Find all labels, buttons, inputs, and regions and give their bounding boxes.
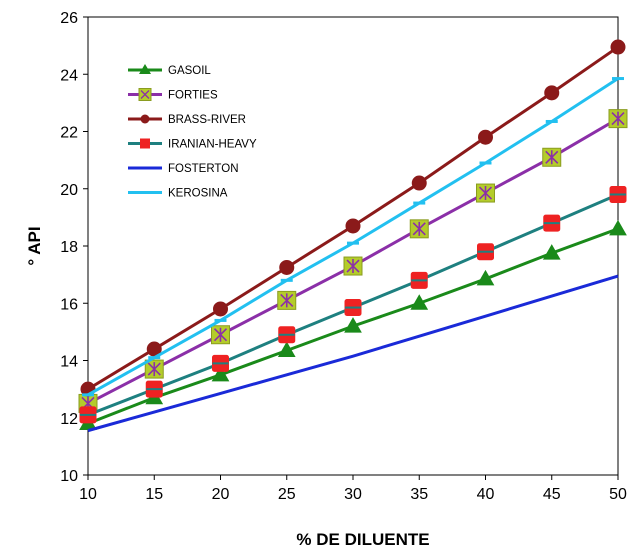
data-point-star	[611, 111, 625, 126]
legend-entry: BRASS-RIVER	[128, 114, 246, 126]
data-point	[411, 175, 427, 191]
x-tick-label: 15	[145, 486, 163, 503]
data-point-star	[280, 293, 294, 308]
legend-marker	[140, 114, 150, 124]
data-point-star	[545, 150, 559, 165]
x-tick-label: 35	[410, 486, 428, 503]
y-tick-label: 14	[60, 354, 78, 371]
legend-entry: FORTIES	[128, 88, 218, 102]
data-point-star	[346, 259, 360, 274]
series-kerosina	[82, 77, 624, 397]
y-tick-label: 10	[60, 468, 78, 485]
legend-marker-star	[140, 90, 150, 99]
series-fosterton	[87, 274, 619, 433]
data-point	[609, 219, 627, 236]
series-forties	[78, 109, 628, 413]
legend-label: KEROSINA	[168, 188, 228, 200]
data-point	[279, 259, 295, 275]
data-point	[544, 85, 560, 101]
data-point	[213, 301, 228, 317]
legend-entry: KEROSINA	[128, 188, 228, 200]
data-point	[277, 341, 296, 357]
legend-marker	[140, 138, 150, 149]
y-tick-label: 12	[60, 411, 78, 428]
x-axis-title: % DE DILUENTE	[296, 530, 429, 549]
legend-label: IRANIAN-HEAVY	[168, 139, 257, 151]
legend-label: BRASS-RIVER	[168, 114, 246, 126]
y-tick-label: 18	[60, 239, 78, 256]
legend-entry: GASOIL	[128, 64, 211, 77]
series-brass-river	[80, 39, 626, 397]
x-tick-label: 20	[212, 486, 230, 503]
legend: GASOIL FORTIES BRASS-RIVER IRANIAN-HEAVY FOS…	[128, 64, 257, 200]
legend-entry: IRANIAN-HEAVY	[128, 138, 257, 151]
data-point	[542, 244, 561, 260]
legend-label: GASOIL	[168, 65, 211, 77]
x-tick-label: 30	[344, 486, 362, 503]
legend-label: FOSTERTON	[168, 163, 239, 175]
data-point	[410, 294, 429, 310]
data-point	[211, 365, 230, 382]
series-line	[87, 274, 619, 433]
y-axis-title: ° API	[25, 226, 44, 265]
series-gasoil	[79, 219, 627, 430]
data-point	[345, 218, 361, 234]
y-tick-label: 16	[60, 296, 78, 313]
plot-frame	[87, 16, 619, 476]
data-point-star	[412, 221, 426, 236]
y-tick-label: 22	[60, 125, 78, 142]
data-point-star	[147, 362, 161, 377]
legend-entry: FOSTERTON	[128, 163, 239, 175]
data-point	[610, 39, 626, 55]
series-layer	[78, 39, 628, 433]
data-point-star	[213, 327, 228, 342]
legend-label: FORTIES	[168, 90, 218, 102]
y-tick-label: 20	[60, 182, 78, 199]
x-tick-label: 10	[79, 486, 97, 503]
data-point	[476, 269, 495, 286]
data-point-star	[478, 186, 493, 201]
legend-marker	[139, 64, 151, 74]
series-iranian-heavy	[79, 185, 627, 424]
y-tick-label: 26	[60, 10, 78, 27]
data-point	[478, 129, 493, 145]
data-point	[344, 317, 362, 333]
x-tick-label: 40	[477, 486, 495, 503]
x-tick-label: 45	[543, 486, 561, 503]
x-tick-label: 50	[609, 486, 627, 503]
axes: 10 12 14 16 18 20 22 24 26 10 15 20 25 30 35 40 45 50	[60, 10, 627, 503]
y-tick-label: 24	[60, 67, 78, 84]
x-tick-label: 25	[278, 486, 296, 503]
